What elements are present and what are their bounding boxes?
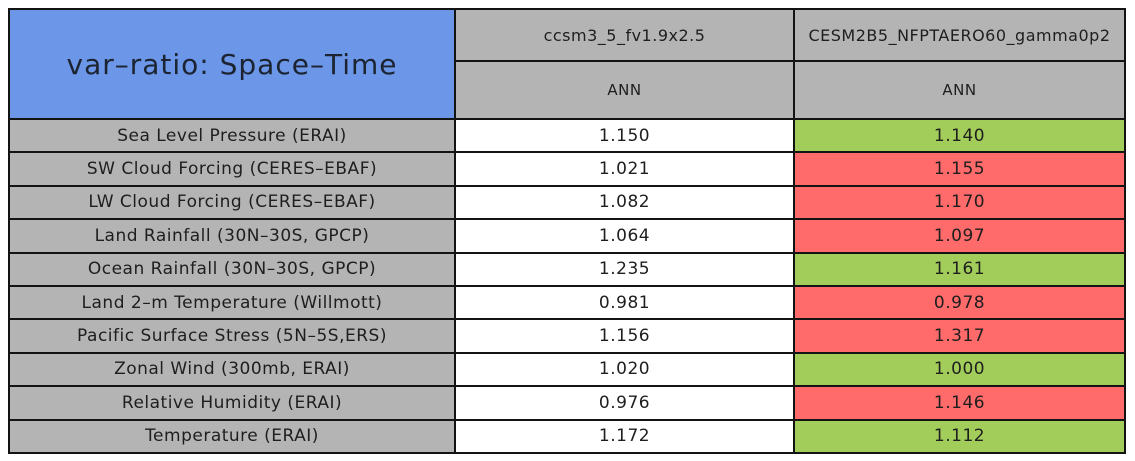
highlighted-value-cell: 1.317 bbox=[795, 320, 1124, 352]
value-cell: 1.082 bbox=[456, 186, 793, 219]
row-label: LW Cloud Forcing (CERES–EBAF) bbox=[10, 186, 454, 219]
model-header-cesm2b5: CESM2B5_NFPTAERO60_gamma0p2 bbox=[795, 10, 1124, 60]
value-cell: 1.150 bbox=[456, 120, 793, 152]
highlighted-value-cell: 1.170 bbox=[795, 186, 1124, 219]
season-header-col2-label: ANN bbox=[942, 81, 977, 99]
row-label: Sea Level Pressure (ERAI) bbox=[10, 120, 454, 152]
value-cell: 0.981 bbox=[456, 286, 793, 319]
row-label: Ocean Rainfall (30N–30S, GPCP) bbox=[10, 253, 454, 285]
row-label: Land Rainfall (30N–30S, GPCP) bbox=[10, 220, 454, 252]
highlighted-value-cell: 1.155 bbox=[795, 153, 1124, 185]
model-header-ccsm3-label: ccsm3_5_fv1.9x2.5 bbox=[543, 25, 706, 45]
value-cell: 1.156 bbox=[456, 320, 793, 352]
row-label: Relative Humidity (ERAI) bbox=[10, 387, 454, 419]
table-title-cell: var–ratio: Space–Time bbox=[10, 10, 454, 118]
highlighted-value-cell: 1.000 bbox=[795, 353, 1124, 386]
season-header-col2: ANN bbox=[795, 62, 1124, 118]
highlighted-value-cell: 1.112 bbox=[795, 420, 1124, 452]
table-title: var–ratio: Space–Time bbox=[66, 47, 398, 81]
highlighted-value-cell: 0.978 bbox=[795, 286, 1124, 319]
value-cell: 1.064 bbox=[456, 220, 793, 252]
highlighted-value-cell: 1.140 bbox=[795, 120, 1124, 152]
row-label: Temperature (ERAI) bbox=[10, 420, 454, 452]
row-label: Zonal Wind (300mb, ERAI) bbox=[10, 353, 454, 386]
highlighted-value-cell: 1.161 bbox=[795, 253, 1124, 285]
value-cell: 1.021 bbox=[456, 153, 793, 185]
model-header-cesm2b5-label: CESM2B5_NFPTAERO60_gamma0p2 bbox=[808, 25, 1111, 45]
row-label: SW Cloud Forcing (CERES–EBAF) bbox=[10, 153, 454, 185]
model-header-ccsm3: ccsm3_5_fv1.9x2.5 bbox=[456, 10, 793, 60]
variance-ratio-table: var–ratio: Space–Time ccsm3_5_fv1.9x2.5 … bbox=[8, 8, 1126, 454]
row-label: Pacific Surface Stress (5N–5S,ERS) bbox=[10, 320, 454, 352]
value-cell: 1.235 bbox=[456, 253, 793, 285]
highlighted-value-cell: 1.146 bbox=[795, 387, 1124, 419]
row-label: Land 2–m Temperature (Willmott) bbox=[10, 286, 454, 319]
value-cell: 1.020 bbox=[456, 353, 793, 386]
value-cell: 0.976 bbox=[456, 387, 793, 419]
highlighted-value-cell: 1.097 bbox=[795, 220, 1124, 252]
value-cell: 1.172 bbox=[456, 420, 793, 452]
season-header-col1: ANN bbox=[456, 62, 793, 118]
season-header-col1-label: ANN bbox=[607, 81, 642, 99]
